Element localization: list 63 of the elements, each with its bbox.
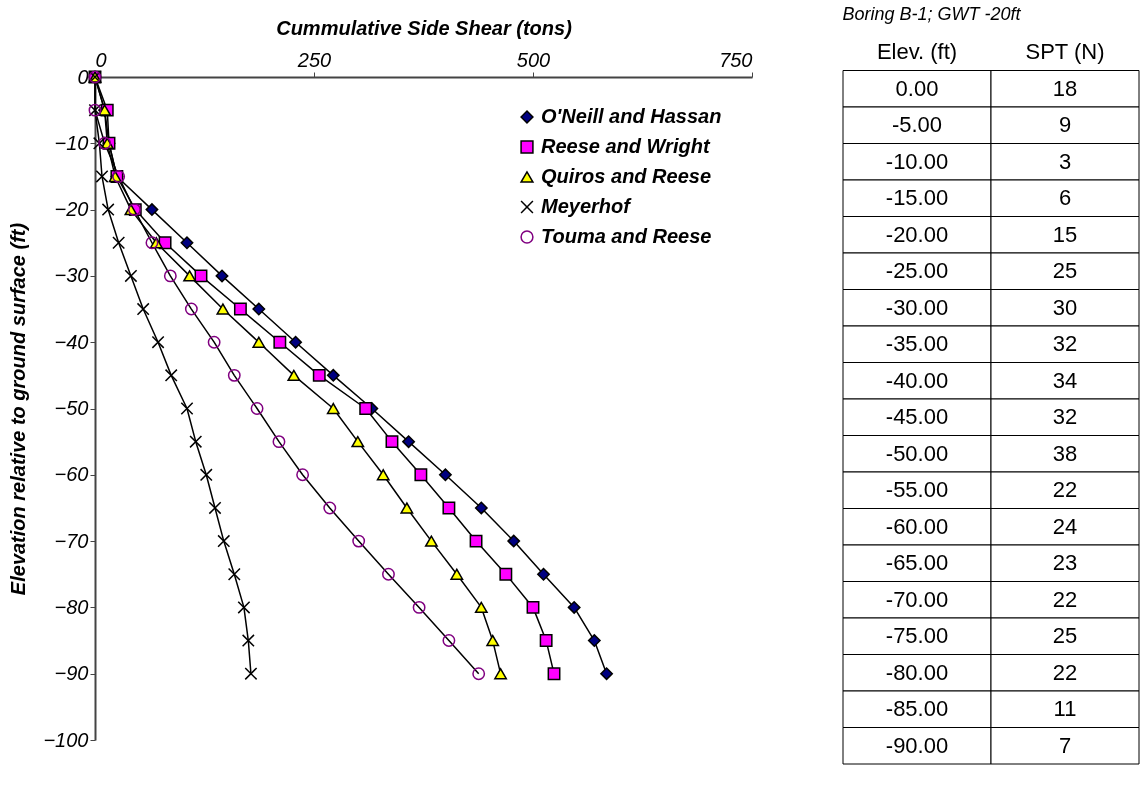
data-label: 22 <box>1052 586 1078 612</box>
y-axis-title: Elev. (ft) <box>876 39 958 65</box>
x-tick-label: 0 <box>95 48 107 71</box>
legend-label: Reese and Wright <box>541 135 711 157</box>
data-label: 22 <box>1052 477 1078 503</box>
y-tick-label: -60.00 <box>885 513 949 539</box>
y-tick-label: −100 <box>43 728 89 751</box>
x-tick-label: 750 <box>719 48 753 71</box>
data-label: 34 <box>1052 367 1078 393</box>
data-label: 25 <box>1052 623 1078 649</box>
data-label: 7 <box>1058 732 1072 758</box>
data-label: 6 <box>1058 185 1072 211</box>
data-label: 23 <box>1052 550 1078 576</box>
y-tick-label: -30.00 <box>885 294 949 320</box>
y-tick-label: -70.00 <box>885 586 949 612</box>
data-label: 38 <box>1052 440 1078 466</box>
legend-label: Touma and Reese <box>541 225 712 247</box>
y-tick-label: -50.00 <box>885 440 949 466</box>
y-tick-label: -80.00 <box>885 659 949 685</box>
y-tick-label: -5.00 <box>891 112 943 138</box>
x-tick-label: 500 <box>516 48 551 71</box>
y-tick-label: −50 <box>54 397 89 419</box>
y-tick-label: −60 <box>54 463 89 486</box>
data-label: 3 <box>1058 148 1072 174</box>
data-label: 15 <box>1052 221 1078 247</box>
y-axis-title: Elevation relative to ground surface (ft) <box>7 222 30 596</box>
x-axis-title: Cummulative Side Shear (tons) <box>276 16 573 39</box>
y-tick-label: −90 <box>54 662 89 685</box>
y-tick-label: -10.00 <box>885 148 949 174</box>
y-tick-label: −80 <box>54 595 89 618</box>
y-tick-label: −70 <box>54 529 89 552</box>
y-tick-label: -20.00 <box>885 221 949 247</box>
y-tick-label: -15.00 <box>885 185 949 211</box>
y-tick-label: -75.00 <box>885 623 949 649</box>
chart-title: Boring B-1; GWT -20ft <box>842 4 1022 24</box>
data-label: 18 <box>1052 75 1078 101</box>
y-tick-label: -55.00 <box>885 477 949 503</box>
y-tick-label: −30 <box>54 264 89 287</box>
y-tick-label: -35.00 <box>885 331 949 357</box>
data-label: 32 <box>1052 404 1078 430</box>
y-tick-label: -65.00 <box>885 550 949 576</box>
y-tick-label: 0 <box>77 65 89 88</box>
y-tick-label: -90.00 <box>885 732 949 758</box>
y-tick-label: −10 <box>54 131 89 154</box>
data-label: 11 <box>1053 696 1077 722</box>
legend-label: Meyerhof <box>541 195 633 217</box>
legend-label: O'Neill and Hassan <box>541 105 722 127</box>
data-label: 22 <box>1052 659 1078 685</box>
x-tick-label: 250 <box>296 48 332 71</box>
y-tick-label: -85.00 <box>885 696 949 722</box>
y-tick-label: -45.00 <box>885 404 949 430</box>
y-tick-label: −40 <box>54 330 89 353</box>
legend-label: Quiros and Reese <box>541 165 712 187</box>
data-label: 9 <box>1058 112 1072 138</box>
data-label: 30 <box>1052 294 1078 320</box>
y-tick-label: 0.00 <box>895 75 939 101</box>
data-label: 25 <box>1052 258 1078 284</box>
data-label: 24 <box>1052 513 1078 539</box>
x-tick-label: SPT (N) <box>1025 39 1105 65</box>
y-tick-label: -25.00 <box>885 258 949 284</box>
y-tick-label: -40.00 <box>885 367 949 393</box>
y-tick-label: −20 <box>54 198 89 221</box>
data-label: 32 <box>1052 331 1078 357</box>
